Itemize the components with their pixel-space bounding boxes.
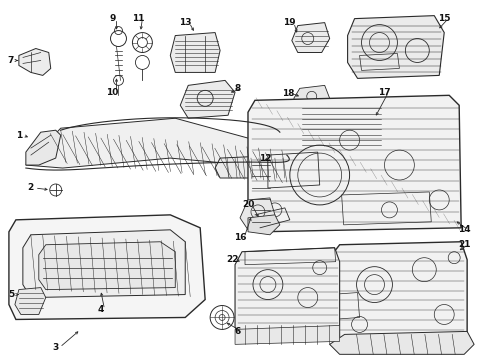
Text: 5: 5 [8, 290, 14, 299]
Polygon shape [248, 95, 461, 232]
Text: 14: 14 [458, 225, 470, 234]
Text: 11: 11 [132, 14, 145, 23]
Text: 2: 2 [28, 184, 34, 193]
Text: 1: 1 [16, 131, 22, 140]
Polygon shape [235, 248, 340, 341]
Polygon shape [294, 85, 330, 108]
Text: 21: 21 [458, 240, 470, 249]
Polygon shape [171, 32, 220, 72]
Text: 6: 6 [235, 327, 241, 336]
Polygon shape [248, 215, 280, 235]
Text: 17: 17 [378, 88, 391, 97]
Polygon shape [292, 23, 330, 53]
Polygon shape [180, 80, 235, 118]
Text: 12: 12 [259, 154, 271, 163]
Polygon shape [26, 118, 285, 168]
Text: 13: 13 [179, 18, 192, 27]
Polygon shape [19, 49, 51, 75]
Text: 4: 4 [98, 305, 104, 314]
Text: 9: 9 [109, 14, 116, 23]
Text: 8: 8 [235, 84, 241, 93]
Text: 7: 7 [8, 56, 14, 65]
Polygon shape [9, 215, 205, 319]
Polygon shape [330, 242, 467, 347]
Polygon shape [26, 130, 61, 165]
Polygon shape [347, 15, 444, 78]
Polygon shape [240, 198, 275, 230]
Text: 22: 22 [226, 255, 238, 264]
Polygon shape [39, 242, 175, 289]
Polygon shape [298, 100, 385, 152]
Text: 16: 16 [234, 233, 246, 242]
Polygon shape [330, 332, 474, 354]
Text: 20: 20 [242, 201, 254, 210]
Text: 18: 18 [282, 89, 294, 98]
Text: 19: 19 [284, 18, 296, 27]
Text: 3: 3 [52, 343, 59, 352]
Polygon shape [23, 230, 185, 298]
Text: 10: 10 [106, 88, 119, 97]
Text: 15: 15 [438, 14, 450, 23]
Polygon shape [15, 288, 46, 315]
Polygon shape [215, 155, 295, 178]
Polygon shape [235, 325, 340, 345]
